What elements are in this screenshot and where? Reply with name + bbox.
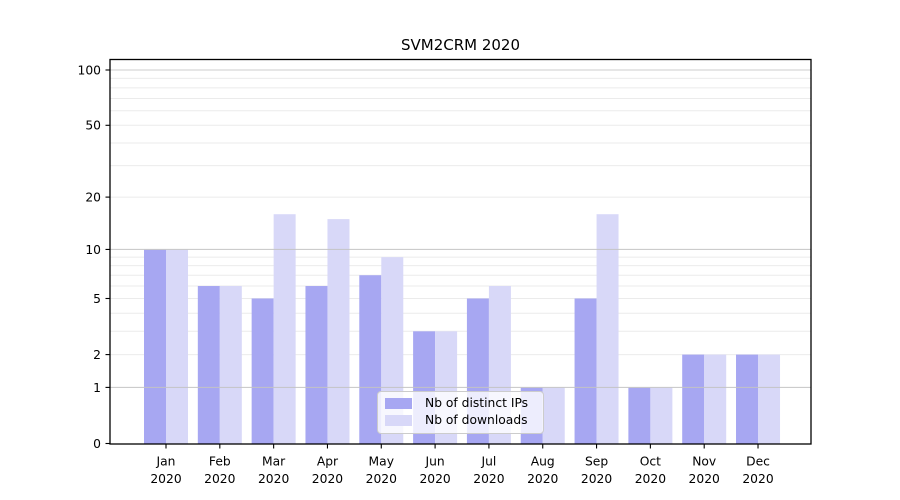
bar-downloads [704,354,727,444]
x-tick-label-month: Jan [156,455,176,469]
bar-downloads [542,387,565,444]
x-tick-label-year: 2020 [204,472,235,486]
x-tick-label-month: Sep [585,455,608,469]
x-tick-label-year: 2020 [689,472,720,486]
y-tick-label: 0 [93,437,101,451]
x-tick-label-month: Jul [480,455,496,469]
x-tick-label-year: 2020 [419,472,450,486]
bar-distinct-ips [359,275,382,444]
legend-label: Nb of distinct IPs [425,396,529,410]
x-tick-label-month: Nov [692,455,716,469]
x-tick-label-month: May [369,455,394,469]
y-tick-label: 10 [85,243,101,257]
x-tick-label-year: 2020 [312,472,343,486]
x-tick-label-year: 2020 [150,472,181,486]
legend-label: Nb of downloads [425,413,528,427]
bar-distinct-ips [628,387,651,444]
bar-distinct-ips [251,298,274,444]
bar-downloads [596,214,619,444]
x-tick-label-month: Apr [317,455,339,469]
y-tick-label: 20 [85,191,101,205]
legend: Nb of distinct IPs Nb of downloads [377,391,544,434]
legend-item-downloads: Nb of downloads [385,414,536,427]
x-tick-label-year: 2020 [635,472,666,486]
bar-distinct-ips [305,286,328,444]
legend-item-distinct-ips: Nb of distinct IPs [385,397,536,410]
plot-frame [109,58,812,445]
bar-downloads [327,219,350,444]
bar-distinct-ips [682,354,705,444]
legend-swatch-distinct-ips [385,398,412,409]
bar-downloads [650,387,673,444]
legend-swatch-downloads [385,415,412,426]
y-tick-label: 2 [93,348,101,362]
x-tick-label-year: 2020 [258,472,289,486]
x-tick-label-year: 2020 [581,472,612,486]
y-tick-label: 100 [78,63,101,77]
bar-downloads [273,214,296,444]
chart-title: SVM2CRM 2020 [400,36,521,54]
x-tick-label-month: Jun [424,455,444,469]
x-tick-label-year: 2020 [527,472,558,486]
x-tick-label-year: 2020 [742,472,773,486]
bar-downloads [758,354,781,444]
x-tick-label-month: Feb [209,455,231,469]
y-tick-label: 1 [93,381,101,395]
bar-distinct-ips [197,286,220,444]
x-tick-label-month: Mar [262,455,286,469]
y-tick-label: 5 [93,292,101,306]
bar-downloads [219,286,242,444]
x-tick-label-year: 2020 [366,472,397,486]
bar-distinct-ips [144,249,166,444]
bar-distinct-ips [574,298,597,444]
bar-downloads [166,249,188,444]
x-tick-label-month: Aug [531,455,555,469]
y-tick-label: 50 [85,119,101,133]
x-tick-label-month: Oct [640,455,661,469]
x-tick-label-year: 2020 [473,472,504,486]
bar-distinct-ips [736,354,759,444]
x-tick-label-month: Dec [746,455,770,469]
